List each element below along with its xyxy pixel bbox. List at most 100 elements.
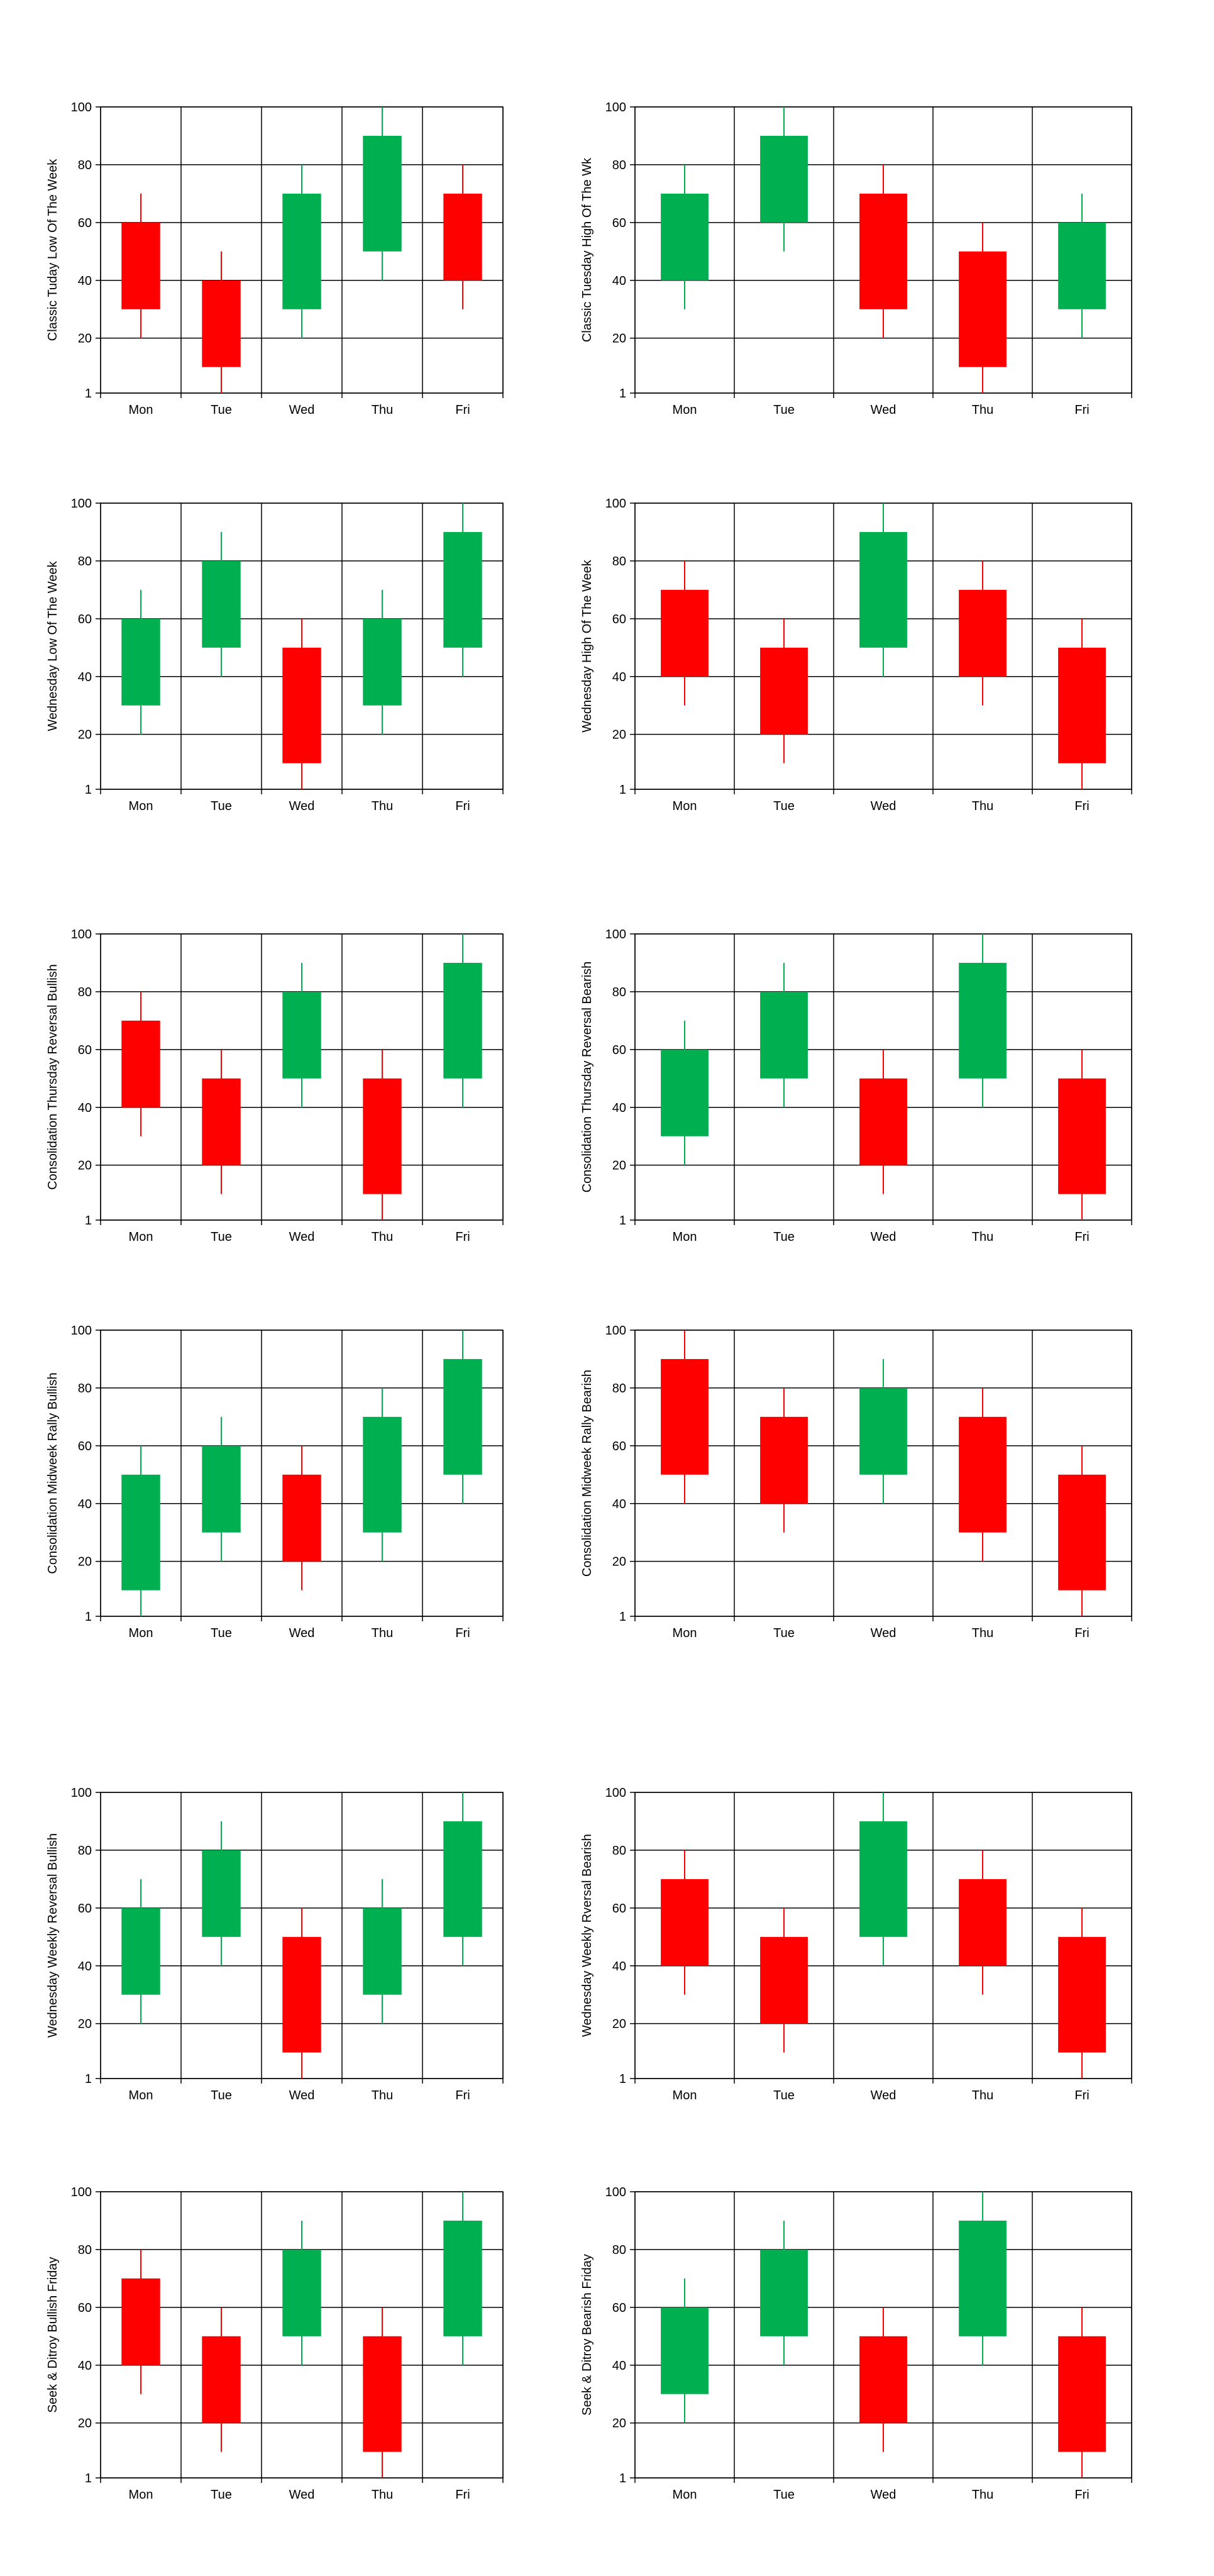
plot-frame bbox=[100, 2191, 504, 2479]
candle-body bbox=[282, 1474, 321, 1562]
candle-body bbox=[121, 618, 160, 706]
x-tick-label: Thu bbox=[372, 799, 393, 813]
x-tick-label: Tue bbox=[773, 403, 795, 417]
candle-body bbox=[661, 193, 709, 280]
y-tick-label: 40 bbox=[612, 1497, 626, 1511]
candle-body bbox=[959, 2220, 1007, 2336]
x-tick-label: Thu bbox=[972, 2089, 993, 2102]
x-tick-label: Wed bbox=[289, 2488, 315, 2502]
candle-body bbox=[661, 2307, 709, 2394]
candle-body bbox=[760, 1416, 808, 1504]
candle-body bbox=[363, 618, 402, 706]
candlestick-chart: 1 20 40 60 80 100 Mon Tue Wed Thu Fri Consolidation… bbox=[580, 928, 1132, 1244]
y-axis-label: Wednesday Weekly Reversal Bullish bbox=[46, 1833, 60, 2038]
y-tick-label: 100 bbox=[71, 101, 92, 114]
candle-body bbox=[121, 1907, 160, 1995]
y-tick-label: 60 bbox=[78, 613, 92, 626]
candle-body bbox=[363, 1078, 402, 1194]
y-tick-label: 60 bbox=[612, 1440, 626, 1453]
y-tick-label: 80 bbox=[78, 2243, 92, 2257]
candle-body bbox=[202, 1850, 241, 1937]
x-tick-label: Thu bbox=[972, 1626, 993, 1640]
y-tick-label: 40 bbox=[612, 1101, 626, 1115]
y-tick-label: 20 bbox=[612, 1159, 626, 1173]
y-tick-label: 40 bbox=[78, 670, 92, 684]
candle-body bbox=[443, 1358, 482, 1475]
candle-body bbox=[959, 962, 1007, 1079]
candle-body bbox=[859, 531, 907, 648]
plot-area: 1 20 40 60 80 100 Mon Tue Wed Thu Fri Wednesday Hig… bbox=[580, 497, 1132, 813]
candle-body bbox=[202, 2336, 241, 2423]
candlestick-chart: 1 20 40 60 80 100 Mon Tue Wed Thu Fri Wednesday Hig… bbox=[580, 497, 1132, 813]
y-tick-label: 1 bbox=[85, 2072, 92, 2086]
y-tick-label: 60 bbox=[78, 2301, 92, 2315]
x-tick-label: Fri bbox=[455, 2089, 470, 2102]
y-tick-label: 20 bbox=[612, 1555, 626, 1569]
y-tick-label: 20 bbox=[78, 728, 92, 742]
x-tick-label: Mon bbox=[673, 1230, 697, 1244]
y-tick-label: 60 bbox=[78, 1902, 92, 1916]
candle-body bbox=[959, 251, 1007, 367]
x-tick-label: Fri bbox=[1074, 1626, 1089, 1640]
plot-area: 1 20 40 60 80 100 Mon Tue Wed Thu Fri Consolidation… bbox=[580, 928, 1132, 1244]
x-tick-label: Mon bbox=[129, 799, 153, 813]
plot-frame bbox=[100, 1330, 504, 1617]
candle-body bbox=[121, 2278, 160, 2365]
y-tick-label: 100 bbox=[605, 497, 626, 511]
plot-area: 1 20 40 60 80 100 Mon Tue Wed Thu Fri Seek & Ditroy… bbox=[46, 2185, 504, 2502]
candle-body bbox=[959, 1879, 1007, 1966]
x-tick-label: Fri bbox=[1074, 2488, 1089, 2502]
y-tick-label: 100 bbox=[71, 1786, 92, 1800]
y-tick-label: 60 bbox=[612, 1902, 626, 1916]
y-tick-label: 40 bbox=[78, 1960, 92, 1974]
y-tick-label: 60 bbox=[78, 1440, 92, 1453]
y-axis-label: Classic Tuesday High Of The Wk bbox=[580, 157, 594, 342]
y-axis-label: Consolidation Midweek Rally Bearish bbox=[580, 1370, 594, 1577]
candlestick-chart: 1 20 40 60 80 100 Mon Tue Wed Thu Fri Wednesday Low… bbox=[46, 497, 504, 813]
candle-body bbox=[443, 2220, 482, 2336]
plot-area: 1 20 40 60 80 100 Mon Tue Wed Thu Fri Classic Tuday… bbox=[46, 101, 504, 417]
y-axis-label: Wednesday Weekly Rversal Bearish bbox=[580, 1834, 594, 2037]
candle-body bbox=[443, 193, 482, 280]
plot-frame bbox=[634, 933, 1132, 1221]
x-tick-label: Mon bbox=[129, 1230, 153, 1244]
x-tick-label: Tue bbox=[211, 2089, 232, 2102]
y-tick-label: 80 bbox=[612, 158, 626, 172]
candle-body bbox=[443, 531, 482, 648]
plot-area: 1 20 40 60 80 100 Mon Tue Wed Thu Fri Wednesday Wee… bbox=[46, 1786, 504, 2102]
candle-body bbox=[282, 193, 321, 309]
x-tick-label: Mon bbox=[673, 403, 697, 417]
y-tick-label: 1 bbox=[619, 387, 626, 401]
y-tick-label: 40 bbox=[612, 274, 626, 288]
candle-body bbox=[282, 2249, 321, 2336]
plot-area: 1 20 40 60 80 100 Mon Tue Wed Thu Fri Wednesday Wee… bbox=[580, 1786, 1132, 2102]
plot-frame bbox=[100, 106, 504, 394]
candle-body bbox=[959, 589, 1007, 677]
plot-frame bbox=[634, 2191, 1132, 2479]
y-tick-label: 1 bbox=[85, 2472, 92, 2485]
x-tick-label: Thu bbox=[972, 1230, 993, 1244]
x-tick-label: Fri bbox=[1074, 2089, 1089, 2102]
candlestick-chart: 1 20 40 60 80 100 Mon Tue Wed Thu Fri Seek & Ditroy… bbox=[46, 2185, 504, 2502]
x-tick-label: Tue bbox=[773, 1230, 795, 1244]
candle-body bbox=[1058, 2336, 1106, 2452]
y-tick-label: 80 bbox=[612, 2243, 626, 2257]
x-tick-label: Wed bbox=[871, 799, 897, 813]
y-tick-label: 20 bbox=[78, 1555, 92, 1569]
x-tick-label: Wed bbox=[871, 1230, 897, 1244]
x-tick-label: Fri bbox=[1074, 403, 1089, 417]
x-tick-label: Mon bbox=[673, 1626, 697, 1640]
candle-body bbox=[121, 222, 160, 309]
x-tick-label: Thu bbox=[972, 799, 993, 813]
y-tick-label: 1 bbox=[619, 2472, 626, 2485]
y-tick-label: 20 bbox=[78, 332, 92, 346]
y-tick-label: 1 bbox=[619, 783, 626, 797]
candle-body bbox=[1058, 222, 1106, 309]
candlestick-chart: 1 20 40 60 80 100 Mon Tue Wed Thu Fri Classic Tuday… bbox=[46, 101, 504, 417]
x-tick-label: Tue bbox=[211, 2488, 232, 2502]
x-tick-label: Fri bbox=[455, 1626, 470, 1640]
x-tick-label: Fri bbox=[1074, 1230, 1089, 1244]
candle-body bbox=[760, 991, 808, 1079]
y-tick-label: 100 bbox=[71, 928, 92, 941]
